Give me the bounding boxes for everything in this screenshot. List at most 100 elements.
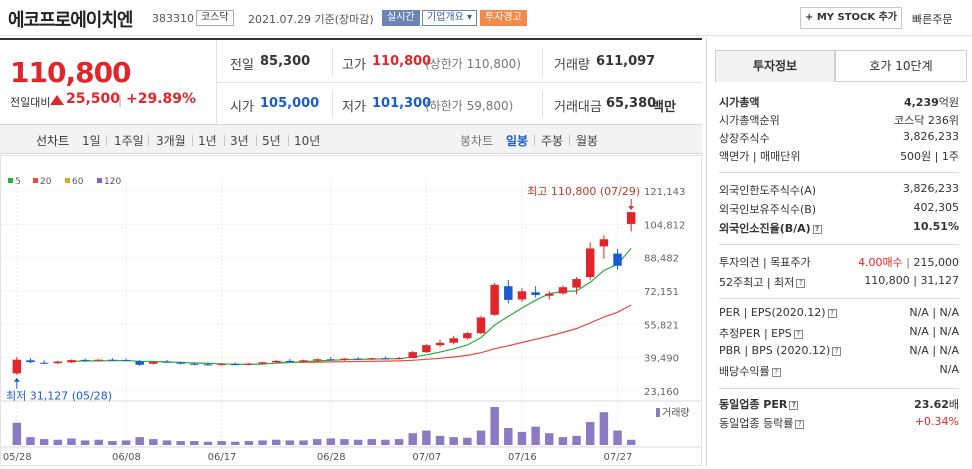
volume-bar (394, 439, 404, 445)
volume-bar (517, 431, 527, 445)
info-row: 외국인한도주식수(A) 3,826,233 (719, 182, 959, 200)
tab-daily-candle[interactable]: 일봉 (506, 134, 529, 148)
x-tick-label: 05/28 (3, 452, 32, 463)
tab-separator (224, 135, 225, 146)
volume-bar (490, 407, 499, 445)
volume-bar (135, 437, 144, 445)
info-label-wrap: PBR | BPS (2020.12)? (719, 344, 842, 357)
candle-body (176, 362, 185, 364)
info-label-wrap: PER | EPS(2020.12)? (719, 306, 837, 319)
upper-limit: (상한가 110,800) (425, 57, 521, 71)
tab-orderbook[interactable]: 호가 10단계 (835, 50, 967, 82)
volume-bar (12, 422, 22, 445)
help-icon[interactable]: ? (795, 420, 805, 429)
divider (719, 172, 959, 173)
tab-1day[interactable]: 1일 (82, 134, 101, 148)
info-label: 52주최고 | 최저 (719, 276, 795, 289)
current-price: 110,800 (10, 56, 132, 89)
help-icon[interactable]: ? (796, 279, 806, 288)
investment-info-panel: 투자정보 호가 10단계 시가총액 4,239억원 시가총액순위 코스닥 236… (706, 38, 972, 466)
candle-body (67, 360, 76, 363)
amount-value: 65,380 (606, 96, 657, 111)
open-value: 105,000 (260, 96, 320, 111)
info-row: 투자의견 | 목표주가 4.00매수 | 215,000 (719, 254, 959, 272)
volume-label: 거래량 (662, 407, 690, 419)
quote-summary: 110,800 전일대비 25,500 | +29.89% 전일 85,300 … (0, 38, 702, 124)
price-chart[interactable]: 5 20 60 120 121,143 104,812 88,482 72,151 55,821… (0, 155, 702, 466)
volume-bar (504, 427, 513, 445)
info-label-wrap: 배당수익률? (719, 363, 781, 379)
info-value: 402,305 (913, 201, 960, 214)
info-label: 시가총액 (719, 96, 760, 109)
candlestick-chart[interactable]: 5 20 60 120 121,143 104,812 88,482 72,151 55,821… (0, 155, 702, 466)
help-icon[interactable]: ? (771, 368, 781, 377)
tab-3year[interactable]: 3년 (230, 134, 249, 148)
volume-bar (285, 440, 295, 445)
chart-period-tabs: 선차트 1일 1주일 3개월 1년 3년 5년 10년 봉차트 일봉 주봉 월봉 (0, 124, 702, 154)
candle-body (190, 363, 199, 365)
volume-bar (299, 440, 308, 445)
add-mystock-button[interactable]: + MY STOCK 추가 (800, 7, 902, 29)
tab-3month[interactable]: 3개월 (156, 134, 186, 148)
candle-body (394, 358, 404, 360)
candle-body (135, 361, 144, 365)
min-price-label: 최저 31,127 (05/28) (6, 390, 112, 403)
candle-body (572, 279, 581, 288)
investment-warning-tag[interactable]: 투자경고 (480, 10, 527, 26)
legend-label: 5 (15, 177, 21, 187)
volume-bar (244, 441, 254, 445)
candle-body (121, 360, 131, 362)
divider (719, 244, 959, 245)
legend-label: 60 (72, 177, 84, 187)
help-icon[interactable]: ? (789, 401, 799, 410)
candle-body (203, 364, 213, 366)
quick-order-link[interactable]: 빠른주문 (912, 13, 953, 26)
help-icon[interactable]: ? (812, 225, 822, 234)
company-name: 에코프로에이치엔 (8, 10, 133, 31)
candle-body (504, 286, 513, 300)
help-icon[interactable]: ? (827, 309, 837, 318)
volume-bar (531, 426, 540, 445)
info-label-wrap: 동일업종 PER? (719, 396, 799, 412)
tab-monthly-candle[interactable]: 월봉 (576, 134, 599, 148)
info-row: 외국인소진율(B/A)? 10.51% (719, 220, 959, 238)
change-percent: +29.89% (126, 91, 197, 107)
x-tick-label: 07/27 (604, 452, 633, 463)
info-label: 상장주식수 (719, 132, 770, 145)
tab-10year[interactable]: 10년 (294, 134, 321, 148)
info-value-wrap: 4.00매수 | 215,000 (858, 256, 959, 269)
realtime-tag[interactable]: 실시간 (382, 10, 420, 26)
volume-legend-swatch (656, 408, 660, 417)
company-overview-dropdown[interactable]: 기업개요 ▾ (422, 10, 477, 26)
info-row: 상장주식수 3,826,233 (719, 130, 959, 148)
open-label: 시가 (230, 100, 254, 115)
high-value: 110,800 (372, 54, 432, 69)
info-label-wrap: 동일업종 등락률? (719, 415, 805, 431)
y-tick-label: 55,821 (644, 320, 679, 331)
tab-1week[interactable]: 1주일 (114, 134, 144, 148)
tab-weekly-candle[interactable]: 주봉 (541, 134, 564, 148)
help-icon[interactable]: ? (832, 347, 842, 356)
y-tick-label: 23,160 (644, 387, 679, 398)
volume-bar (53, 439, 63, 445)
volume-bar (190, 441, 199, 445)
volume-bar (422, 430, 431, 445)
info-row: PER | EPS(2020.12)? N/A | N/A (719, 306, 959, 324)
info-label: PBR | BPS (2020.12) (719, 344, 831, 357)
volume-bar (408, 433, 417, 445)
candle-body (490, 284, 499, 315)
tab-5year[interactable]: 5년 (262, 134, 281, 148)
stock-header: 에코프로에이치엔 383310 코스닥 2021.07.29 기준(장마감) 실… (0, 0, 972, 36)
volume-bar (217, 441, 226, 445)
volume-bar (203, 441, 213, 445)
x-tick-label: 07/07 (412, 452, 441, 463)
tab-investment-info[interactable]: 투자정보 (715, 50, 835, 82)
tab-1year[interactable]: 1년 (198, 134, 217, 148)
info-label: 액면가 | 매매단위 (719, 150, 801, 163)
date-text: 2021.07.29 기준(장마감) (248, 13, 374, 26)
high-label: 고가 (342, 58, 366, 73)
info-label: PER | EPS(2020.12) (719, 306, 826, 319)
tab-separator (106, 135, 107, 146)
candle-body (26, 360, 35, 363)
help-icon[interactable]: ? (793, 330, 803, 339)
